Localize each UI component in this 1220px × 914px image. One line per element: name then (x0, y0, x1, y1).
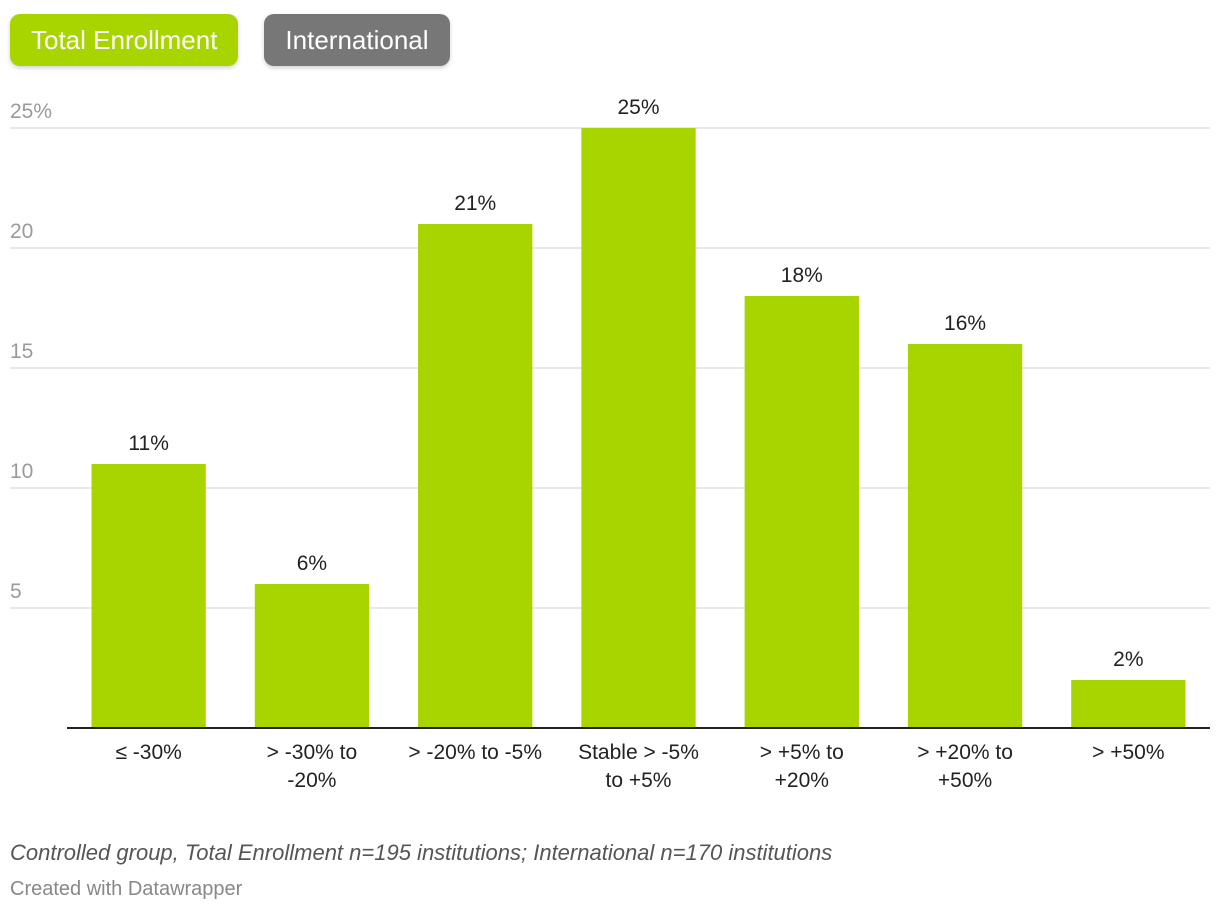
data-label: 6% (297, 552, 327, 575)
y-tick-label: 10 (10, 460, 33, 483)
x-tick-label: > +50% (1092, 741, 1164, 764)
data-label: 11% (128, 432, 168, 455)
x-tick-label: > +20% to +50% (917, 741, 1013, 792)
bar (907, 344, 1023, 728)
bars (91, 128, 1186, 728)
x-tick-label: > -30% to -20% (267, 741, 357, 792)
data-label: 18% (781, 264, 823, 287)
x-tick-label: ≤ -30% (115, 741, 181, 764)
chart-credit: Created with Datawrapper (10, 878, 243, 900)
x-tick-label: > -20% to -5% (408, 741, 542, 764)
x-tick-label: Stable > -5% to +5% (578, 741, 699, 792)
x-tick-label: > +5% to +20% (760, 741, 844, 792)
total-enrollment-toggle[interactable]: Total Enrollment (10, 14, 239, 66)
y-tick-label: 5 (10, 580, 22, 603)
bar (254, 584, 370, 728)
bar (91, 464, 206, 728)
y-axis: 5 10 15 20 25% (10, 100, 52, 603)
bar (581, 128, 696, 728)
bar (418, 224, 533, 728)
bar (744, 296, 859, 728)
y-tick-label: 25% (10, 100, 52, 123)
data-labels: 11% 6% 21% 25% 18% 16% 2% (128, 96, 1143, 671)
x-axis: ≤ -30% > -30% to -20% > -20% to -5% Stable >… (67, 727, 1210, 792)
data-label: 16% (944, 312, 986, 335)
data-label: 21% (454, 192, 496, 215)
data-label: 2% (1113, 648, 1143, 671)
y-tick-label: 20 (10, 220, 33, 243)
international-toggle[interactable]: International (264, 14, 450, 66)
chart-footnote: Controlled group, Total Enrollment n=195… (10, 840, 833, 865)
data-label: 25% (617, 96, 659, 119)
dataset-toggle-group: Total Enrollment International (10, 14, 450, 66)
bar (1071, 680, 1186, 728)
y-tick-label: 15 (10, 340, 33, 363)
bar-chart: 5 10 15 20 25% 11% 6% 21% 25% 18% 16% 2% ≤ -30% > -… (10, 96, 1210, 792)
